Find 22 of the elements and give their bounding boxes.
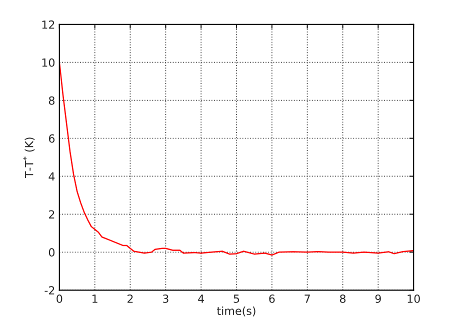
y-tick-label: 2	[48, 210, 54, 218]
y-axis-title: T-T$^{*}$ (K)	[23, 138, 35, 178]
x-tick-label: 8	[340, 294, 346, 303]
x-tick-label: 5	[234, 294, 240, 303]
y-tick-label: 10	[42, 58, 55, 67]
x-tick-label: 1	[92, 294, 98, 303]
x-tick-label: 0	[56, 294, 62, 303]
x-tick-label: 6	[269, 294, 275, 303]
x-tick-label: 3	[162, 294, 168, 303]
y-tick-label: 8	[48, 96, 54, 105]
line-series	[59, 62, 414, 256]
x-tick-label: 7	[304, 294, 310, 303]
y-tick-label: -2	[44, 286, 54, 294]
y-tick-label: 4	[48, 172, 55, 180]
x-tick-label: 10	[408, 294, 420, 303]
x-tick-label: 2	[128, 294, 133, 303]
x-tick-label: 4	[198, 294, 204, 303]
x-axis-title: time(s)	[217, 306, 256, 316]
y-tick-label: 0	[48, 248, 55, 257]
x-tick-label: 9	[375, 294, 381, 303]
y-tick-label: 6	[48, 134, 55, 143]
y-tick-label: 12	[42, 20, 54, 29]
